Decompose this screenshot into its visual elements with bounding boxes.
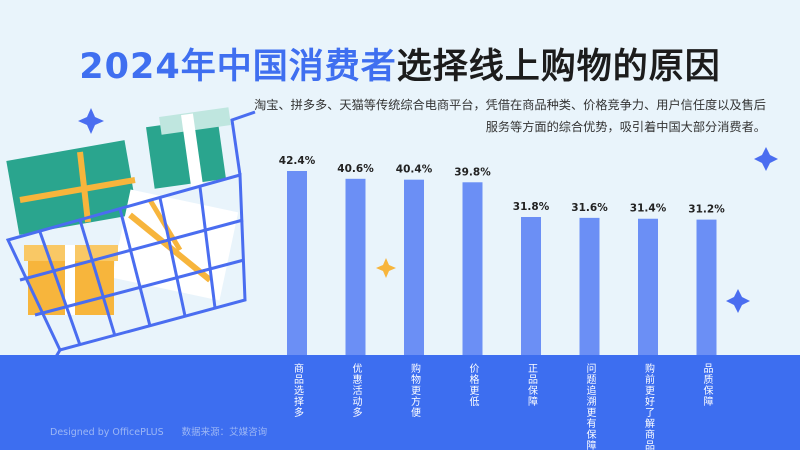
cart-basket: [5, 110, 256, 377]
page-subtitle: 淘宝、拼多多、天猫等传统综合电商平台，凭借在商品种类、价格竞争力、用户信任度以及…: [254, 98, 766, 134]
category-label-7: 品质保障: [701, 363, 713, 407]
sparkle-icon: [376, 258, 396, 278]
title-rest: 选择线上购物的原因: [396, 47, 721, 87]
bar-3: [462, 182, 483, 355]
data-source: 数据来源：艾媒咨询: [181, 427, 268, 438]
value-label-6: 31.4%: [630, 203, 667, 215]
bar-7: [696, 219, 717, 355]
category-label-4: 正品保障: [526, 363, 538, 407]
bar-2: [404, 179, 424, 355]
sparkle-icon: [754, 147, 778, 171]
bar-1: [345, 178, 366, 355]
sparkle-icon: [726, 289, 750, 313]
value-label-4: 31.8%: [513, 201, 550, 213]
sparkle-icon: [78, 108, 104, 134]
designed-by: Designed by OfficePLUS: [50, 427, 164, 438]
category-label-5: 问题追溯更有保障: [584, 362, 596, 450]
value-label-2: 40.4%: [396, 164, 433, 176]
value-label-1: 40.6%: [337, 163, 374, 175]
bar-4: [521, 217, 541, 355]
bar-0: [287, 171, 307, 355]
category-label-0: 商品选择多: [292, 362, 304, 418]
title-highlight: 2024年中国消费者: [79, 47, 397, 87]
category-label-1: 优惠活动多: [350, 362, 362, 418]
value-label-3: 39.8%: [454, 166, 491, 178]
page-title: 2024年中国消费者选择线上购物的原因: [0, 38, 800, 89]
bar-5: [579, 217, 600, 355]
value-label-7: 31.2%: [688, 204, 725, 216]
gift-box-icon: [6, 140, 138, 235]
footer-credit: Designed by OfficePLUS 数据来源：艾媒咨询: [50, 424, 267, 438]
bottom-band: [0, 355, 800, 450]
category-label-3: 价格更低: [467, 363, 479, 407]
value-label-0: 42.4%: [279, 155, 316, 167]
gift-box-icon: [146, 107, 231, 189]
bar-6: [638, 218, 658, 355]
value-label-5: 31.6%: [571, 202, 608, 214]
category-label-6: 购前更好了解商品: [643, 362, 655, 450]
category-label-2: 购物更方便: [409, 362, 421, 418]
